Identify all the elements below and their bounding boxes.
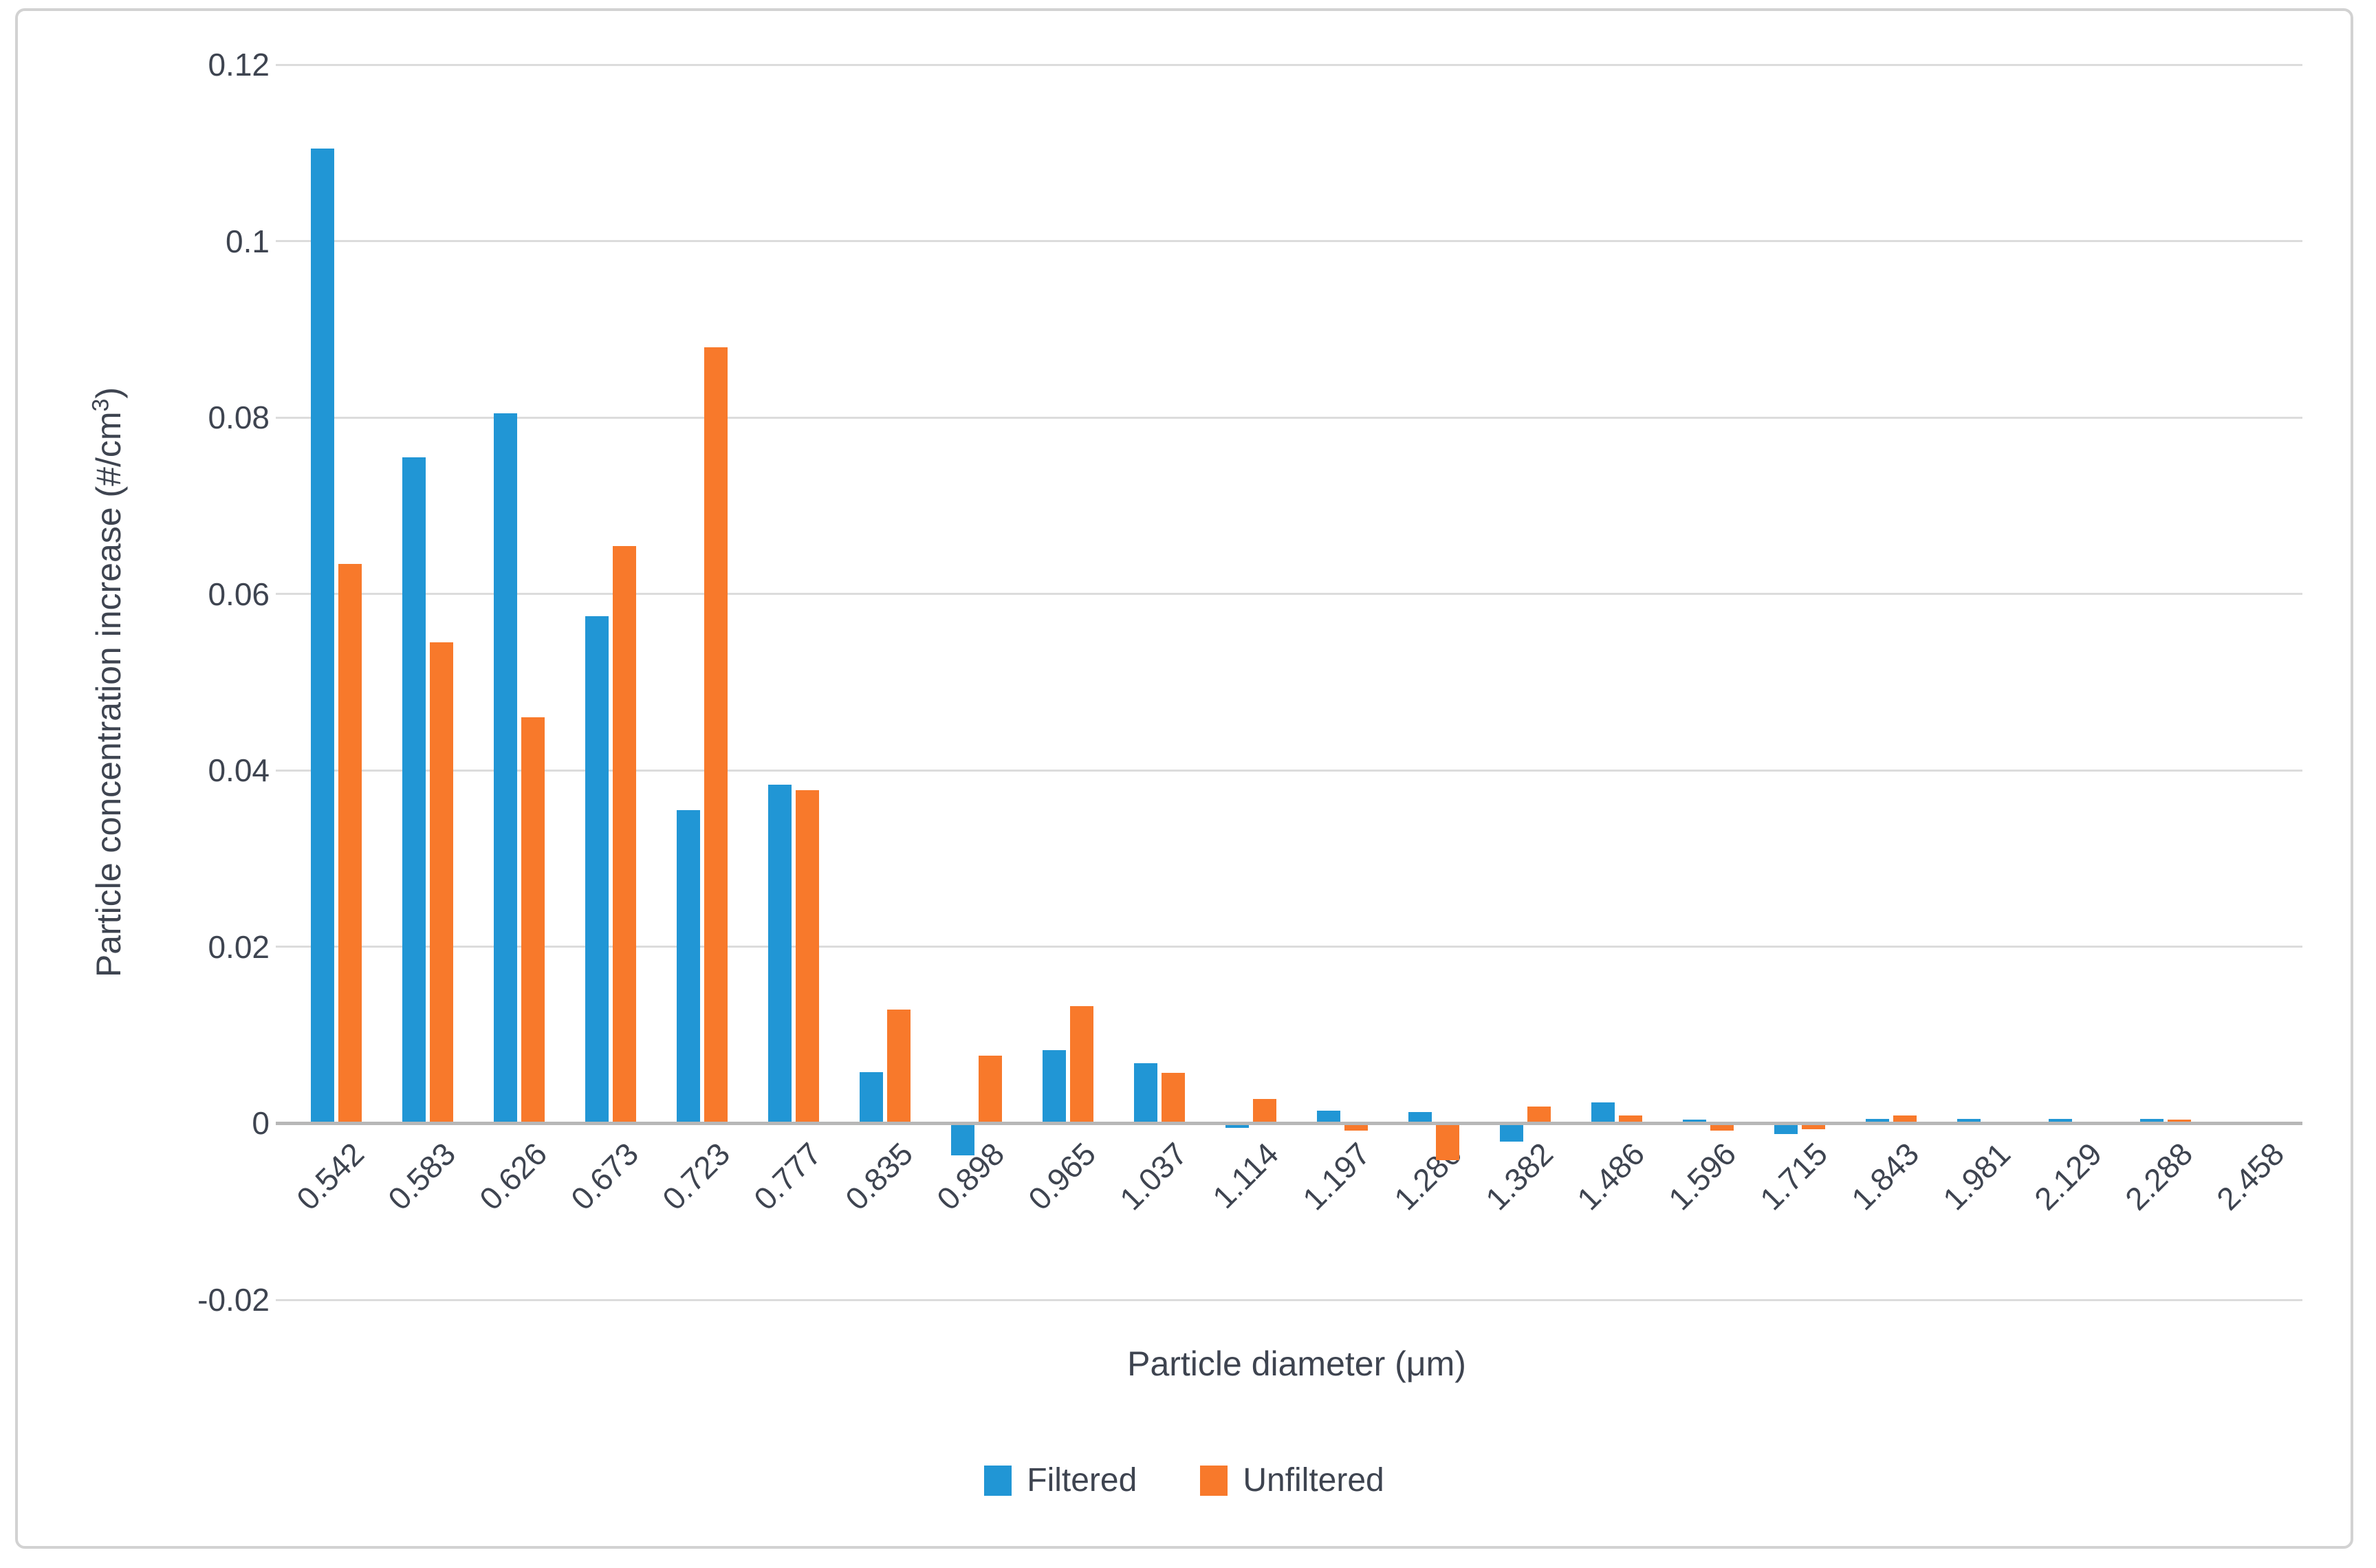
bar-filtered-2.129 bbox=[2048, 1119, 2072, 1124]
bar-filtered-0.898 bbox=[951, 1123, 975, 1155]
y-tick-label-0.04: 0.04 bbox=[208, 752, 270, 789]
bar-unfiltered-1.286 bbox=[1435, 1123, 1459, 1161]
bar-filtered-1.715 bbox=[1774, 1123, 1798, 1134]
legend-swatch-filtered bbox=[984, 1466, 1012, 1496]
bar-filtered-0.965 bbox=[1043, 1049, 1067, 1124]
y-tick-label-0.1: 0.1 bbox=[226, 223, 270, 259]
bar-unfiltered-0.542 bbox=[338, 564, 362, 1124]
x-tick-label-0.626: 0.626 bbox=[472, 1135, 554, 1217]
bar-unfiltered-2.288 bbox=[2167, 1120, 2191, 1124]
x-tick-label-1.981: 1.981 bbox=[1935, 1135, 2017, 1217]
gridline-y-0.02 bbox=[276, 946, 2302, 948]
x-tick-label-0.723: 0.723 bbox=[655, 1135, 737, 1217]
x-tick-label-1.596: 1.596 bbox=[1661, 1135, 1743, 1217]
gridline-y--0.02 bbox=[276, 1298, 2302, 1301]
bar-filtered-1.037 bbox=[1134, 1063, 1158, 1124]
legend-label-unfiltered: Unfiltered bbox=[1243, 1462, 1384, 1499]
x-tick-label-0.965: 0.965 bbox=[1021, 1135, 1103, 1217]
bar-unfiltered-0.723 bbox=[704, 347, 728, 1124]
x-tick-label-2.458: 2.458 bbox=[2210, 1135, 2291, 1217]
bar-unfiltered-0.965 bbox=[1070, 1005, 1094, 1124]
y-tick-label-0: 0 bbox=[252, 1105, 270, 1142]
bar-filtered-2.288 bbox=[2139, 1119, 2164, 1124]
legend-item-unfiltered: Unfiltered bbox=[1200, 1463, 1384, 1499]
bar-unfiltered-0.835 bbox=[887, 1009, 911, 1124]
bar-unfiltered-1.715 bbox=[1801, 1123, 1825, 1130]
bar-unfiltered-0.898 bbox=[979, 1055, 1003, 1124]
x-axis-zero-line bbox=[276, 1121, 2302, 1125]
bar-filtered-0.626 bbox=[494, 413, 518, 1124]
legend-item-filtered: Filtered bbox=[984, 1463, 1137, 1499]
bar-filtered-0.835 bbox=[860, 1072, 884, 1124]
bar-unfiltered-1.596 bbox=[1710, 1123, 1734, 1131]
bar-filtered-1.596 bbox=[1682, 1120, 1706, 1124]
gridline-y-0.06 bbox=[276, 593, 2302, 596]
gridline-y-0.04 bbox=[276, 769, 2302, 772]
x-tick-label-0.583: 0.583 bbox=[381, 1135, 463, 1217]
x-tick-label-1.037: 1.037 bbox=[1112, 1135, 1195, 1217]
bar-unfiltered-0.583 bbox=[430, 642, 454, 1124]
bar-unfiltered-1.114 bbox=[1253, 1098, 1277, 1124]
bar-unfiltered-1.486 bbox=[1618, 1115, 1642, 1124]
x-tick-label-2.288: 2.288 bbox=[2118, 1135, 2200, 1217]
bar-filtered-1.286 bbox=[1408, 1111, 1432, 1124]
gridline-y-0.1 bbox=[276, 240, 2302, 243]
x-tick-label-0.673: 0.673 bbox=[564, 1135, 646, 1217]
y-tick-label-0.06: 0.06 bbox=[208, 576, 270, 612]
bar-filtered-0.673 bbox=[585, 616, 609, 1124]
bar-filtered-0.542 bbox=[311, 148, 335, 1124]
x-tick-label-1.843: 1.843 bbox=[1844, 1135, 1926, 1217]
bar-filtered-0.777 bbox=[768, 784, 792, 1124]
y-tick-label-0.02: 0.02 bbox=[208, 928, 270, 965]
gridline-y-0.08 bbox=[276, 416, 2302, 419]
bar-filtered-1.981 bbox=[1957, 1119, 1981, 1124]
chart-legend: Filtered Unfiltered bbox=[15, 1457, 2353, 1505]
x-tick-label-1.486: 1.486 bbox=[1569, 1135, 1651, 1217]
bar-filtered-1.114 bbox=[1225, 1123, 1250, 1128]
bar-filtered-1.197 bbox=[1316, 1111, 1340, 1124]
y-tick-label--0.02: -0.02 bbox=[197, 1282, 270, 1318]
legend-label-filtered: Filtered bbox=[1027, 1462, 1137, 1499]
x-tick-label-1.114: 1.114 bbox=[1206, 1135, 1286, 1216]
x-axis-title: Particle diameter (μm) bbox=[1127, 1344, 1466, 1383]
x-tick-label-0.835: 0.835 bbox=[838, 1135, 920, 1217]
legend-swatch-unfiltered bbox=[1200, 1466, 1228, 1496]
bar-unfiltered-0.777 bbox=[796, 790, 820, 1124]
bar-unfiltered-1.197 bbox=[1344, 1123, 1368, 1131]
y-tick-label-0.12: 0.12 bbox=[208, 47, 270, 83]
x-tick-label-1.715: 1.715 bbox=[1752, 1135, 1834, 1217]
bar-unfiltered-1.037 bbox=[1162, 1073, 1186, 1124]
bar-filtered-1.843 bbox=[1865, 1119, 1889, 1124]
bar-filtered-1.382 bbox=[1499, 1123, 1523, 1142]
bar-unfiltered-0.626 bbox=[521, 717, 545, 1124]
x-tick-label-0.542: 0.542 bbox=[290, 1135, 371, 1217]
gridline-y-0.12 bbox=[276, 63, 2302, 66]
bar-filtered-0.723 bbox=[677, 810, 701, 1124]
y-tick-label-0.08: 0.08 bbox=[208, 400, 270, 436]
bar-unfiltered-1.843 bbox=[1893, 1115, 1917, 1124]
bar-unfiltered-1.382 bbox=[1527, 1107, 1551, 1124]
x-tick-label-1.197: 1.197 bbox=[1295, 1135, 1377, 1217]
bar-filtered-0.583 bbox=[402, 457, 426, 1124]
bar-filtered-1.486 bbox=[1591, 1102, 1615, 1124]
x-tick-label-1.382: 1.382 bbox=[1478, 1135, 1560, 1217]
x-tick-label-2.129: 2.129 bbox=[2027, 1135, 2108, 1217]
bar-unfiltered-0.673 bbox=[613, 546, 637, 1124]
x-tick-label-0.777: 0.777 bbox=[747, 1135, 829, 1217]
